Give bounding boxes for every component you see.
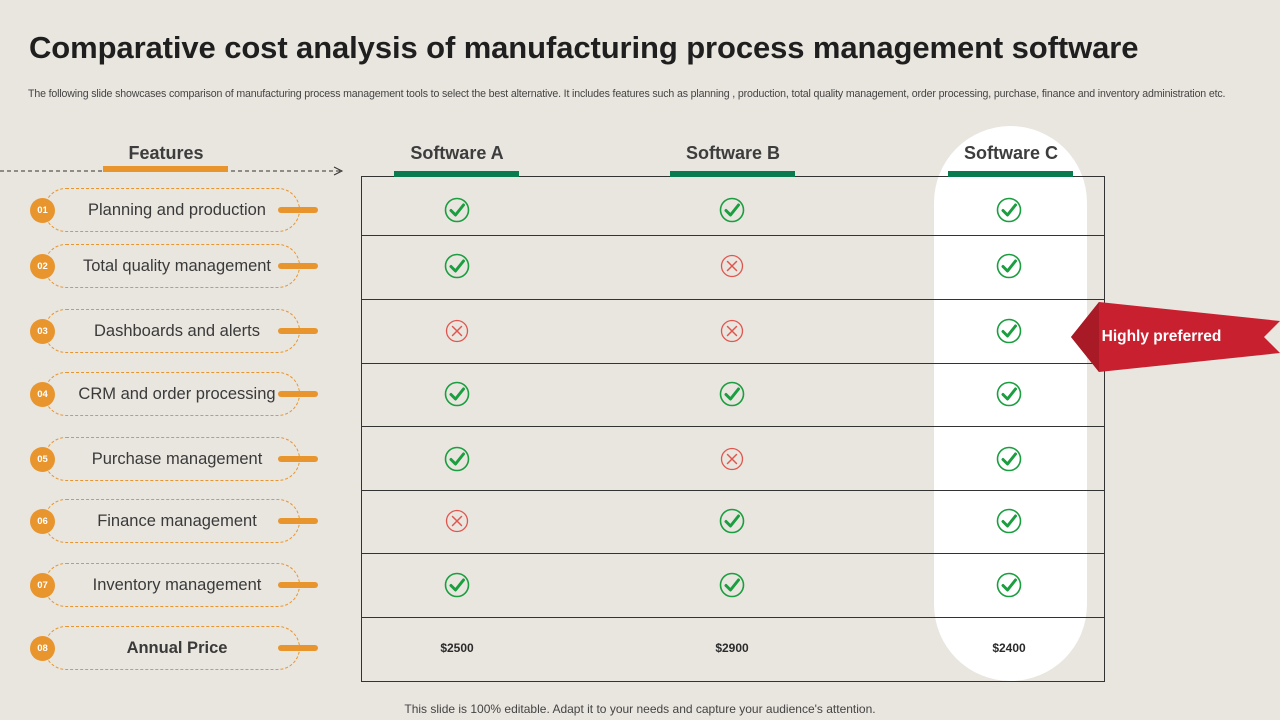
feature-connector (278, 582, 318, 588)
feature-number-badge: 03 (30, 319, 55, 344)
feature-number-badge: 07 (30, 573, 55, 598)
software-header: Software B (685, 143, 781, 163)
feature-row: Planning and production 01 (28, 188, 328, 234)
feature-number-badge: 08 (30, 636, 55, 661)
check-icon (718, 507, 746, 535)
check-icon (443, 571, 471, 599)
features-underline (103, 166, 228, 172)
feature-row: CRM and order processing 04 (28, 372, 328, 418)
software-header-underline (394, 171, 519, 177)
feature-connector (278, 391, 318, 397)
footer-note: This slide is 100% editable. Adapt it to… (404, 702, 876, 716)
software-header-underline (670, 171, 795, 177)
feature-connector (278, 518, 318, 524)
feature-connector (278, 645, 318, 651)
check-icon (443, 252, 471, 280)
feature-label: Finance management (44, 499, 300, 543)
annual-price: $2900 (715, 641, 749, 655)
feature-number-badge: 05 (30, 447, 55, 472)
check-icon (995, 196, 1023, 224)
software-header: Software C (963, 143, 1059, 163)
feature-label: Inventory management (44, 563, 300, 607)
table-row-divider (361, 235, 1105, 236)
check-icon (443, 196, 471, 224)
feature-number-badge: 02 (30, 254, 55, 279)
cross-icon (443, 317, 471, 345)
feature-label: CRM and order processing (44, 372, 300, 416)
check-icon (995, 380, 1023, 408)
table-row-divider (361, 553, 1105, 554)
page-subtitle: The following slide showcases comparison… (28, 88, 1226, 100)
feature-connector (278, 207, 318, 213)
check-icon (995, 571, 1023, 599)
feature-label: Purchase management (44, 437, 300, 481)
check-icon (718, 380, 746, 408)
feature-number-badge: 01 (30, 198, 55, 223)
table-row-divider (361, 426, 1105, 427)
feature-row: Annual Price 08 (28, 626, 328, 672)
check-icon (443, 380, 471, 408)
feature-row: Total quality management 02 (28, 244, 328, 290)
feature-label: Planning and production (44, 188, 300, 232)
check-icon (718, 196, 746, 224)
table-row-divider (361, 363, 1105, 364)
software-header-underline (948, 171, 1073, 177)
feature-row: Inventory management 07 (28, 563, 328, 609)
check-icon (995, 445, 1023, 473)
check-icon (995, 507, 1023, 535)
feature-label: Total quality management (44, 244, 300, 288)
feature-connector (278, 263, 318, 269)
features-header: Features (128, 143, 204, 163)
feature-row: Finance management 06 (28, 499, 328, 545)
highly-preferred-banner (1071, 302, 1280, 372)
software-header: Software A (410, 143, 504, 163)
cross-icon (718, 317, 746, 345)
highly-preferred-label: Highly preferred (1101, 328, 1222, 345)
table-row-divider (361, 617, 1105, 618)
annual-price: $2400 (992, 641, 1026, 655)
check-icon (443, 445, 471, 473)
check-icon (995, 317, 1023, 345)
check-icon (995, 252, 1023, 280)
check-icon (718, 571, 746, 599)
feature-label: Annual Price (44, 626, 300, 670)
feature-row: Dashboards and alerts 03 (28, 309, 328, 355)
page-title: Comparative cost analysis of manufacturi… (29, 30, 1139, 65)
feature-number-badge: 04 (30, 382, 55, 407)
feature-connector (278, 456, 318, 462)
cross-icon (443, 507, 471, 535)
table-row-divider (361, 490, 1105, 491)
feature-connector (278, 328, 318, 334)
cross-icon (718, 445, 746, 473)
cross-icon (718, 252, 746, 280)
annual-price: $2500 (440, 641, 474, 655)
feature-label: Dashboards and alerts (44, 309, 300, 353)
feature-number-badge: 06 (30, 509, 55, 534)
feature-row: Purchase management 05 (28, 437, 328, 483)
table-row-divider (361, 299, 1105, 300)
